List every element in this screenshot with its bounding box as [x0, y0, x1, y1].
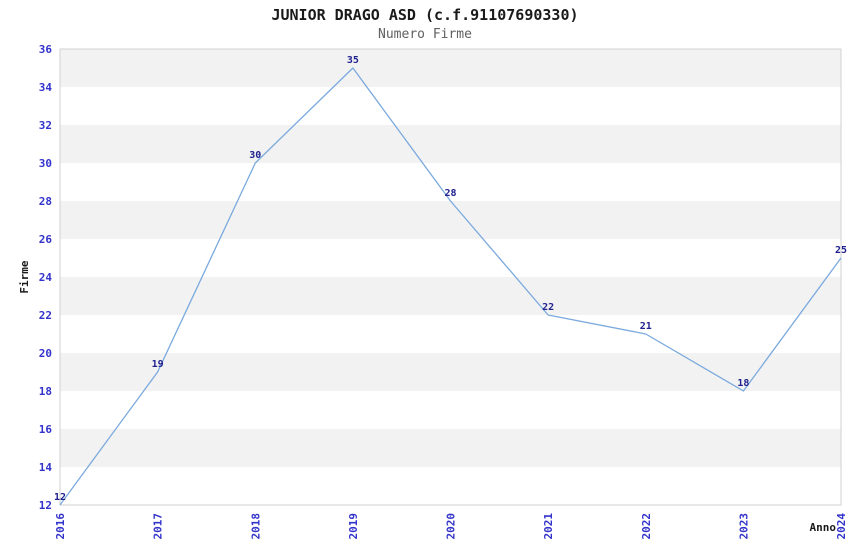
- x-tick-label: 2016: [54, 513, 67, 540]
- grid-band: [60, 315, 841, 353]
- data-point-label: 35: [347, 55, 359, 66]
- y-tick-label: 28: [39, 195, 52, 208]
- chart-subtitle: Numero Firme: [378, 27, 472, 42]
- grid-band: [60, 277, 841, 315]
- chart-title: JUNIOR DRAGO ASD (c.f.91107690330): [271, 6, 579, 24]
- data-point-label: 25: [835, 245, 847, 256]
- y-tick-label: 26: [39, 233, 53, 246]
- x-tick-label: 2019: [347, 513, 360, 540]
- y-tick-label: 20: [39, 347, 52, 360]
- y-tick-label: 18: [39, 385, 52, 398]
- y-tick-label: 32: [39, 119, 52, 132]
- x-tick-label: 2024: [835, 513, 848, 540]
- data-point-label: 30: [249, 150, 261, 161]
- grid-band: [60, 467, 841, 505]
- data-point-label: 12: [54, 492, 66, 503]
- data-point-label: 21: [640, 321, 652, 332]
- grid-band: [60, 87, 841, 125]
- y-tick-label: 34: [39, 81, 53, 94]
- grid-band: [60, 429, 841, 467]
- x-tick-label: 2023: [737, 513, 750, 540]
- grid-band: [60, 125, 841, 163]
- y-tick-label: 24: [39, 271, 53, 284]
- y-tick-label: 12: [39, 499, 52, 512]
- grid-band: [60, 391, 841, 429]
- y-tick-label: 36: [39, 43, 53, 56]
- y-tick-label: 16: [39, 423, 53, 436]
- grid-band: [60, 353, 841, 391]
- y-tick-label: 22: [39, 309, 52, 322]
- y-tick-label: 30: [39, 157, 52, 170]
- data-point-label: 28: [444, 188, 456, 199]
- x-tick-label: 2020: [445, 513, 458, 540]
- plot-border: [59, 48, 842, 506]
- grid-band: [60, 49, 841, 87]
- grid-band: [60, 239, 841, 277]
- data-line: [59, 67, 842, 506]
- y-tick-label: 14: [39, 461, 53, 474]
- x-tick-label: 2017: [152, 513, 165, 540]
- grid-band: [60, 201, 841, 239]
- data-point-label: 18: [737, 378, 749, 389]
- grid-band: [60, 163, 841, 201]
- x-tick-label: 2018: [249, 513, 262, 540]
- x-axis-name: Anno: [810, 521, 837, 534]
- data-point-label: 22: [542, 302, 554, 313]
- x-tick-label: 2021: [542, 513, 555, 540]
- data-point-label: 19: [152, 359, 164, 370]
- y-axis-name: Firme: [18, 260, 31, 293]
- x-tick-label: 2022: [640, 513, 653, 540]
